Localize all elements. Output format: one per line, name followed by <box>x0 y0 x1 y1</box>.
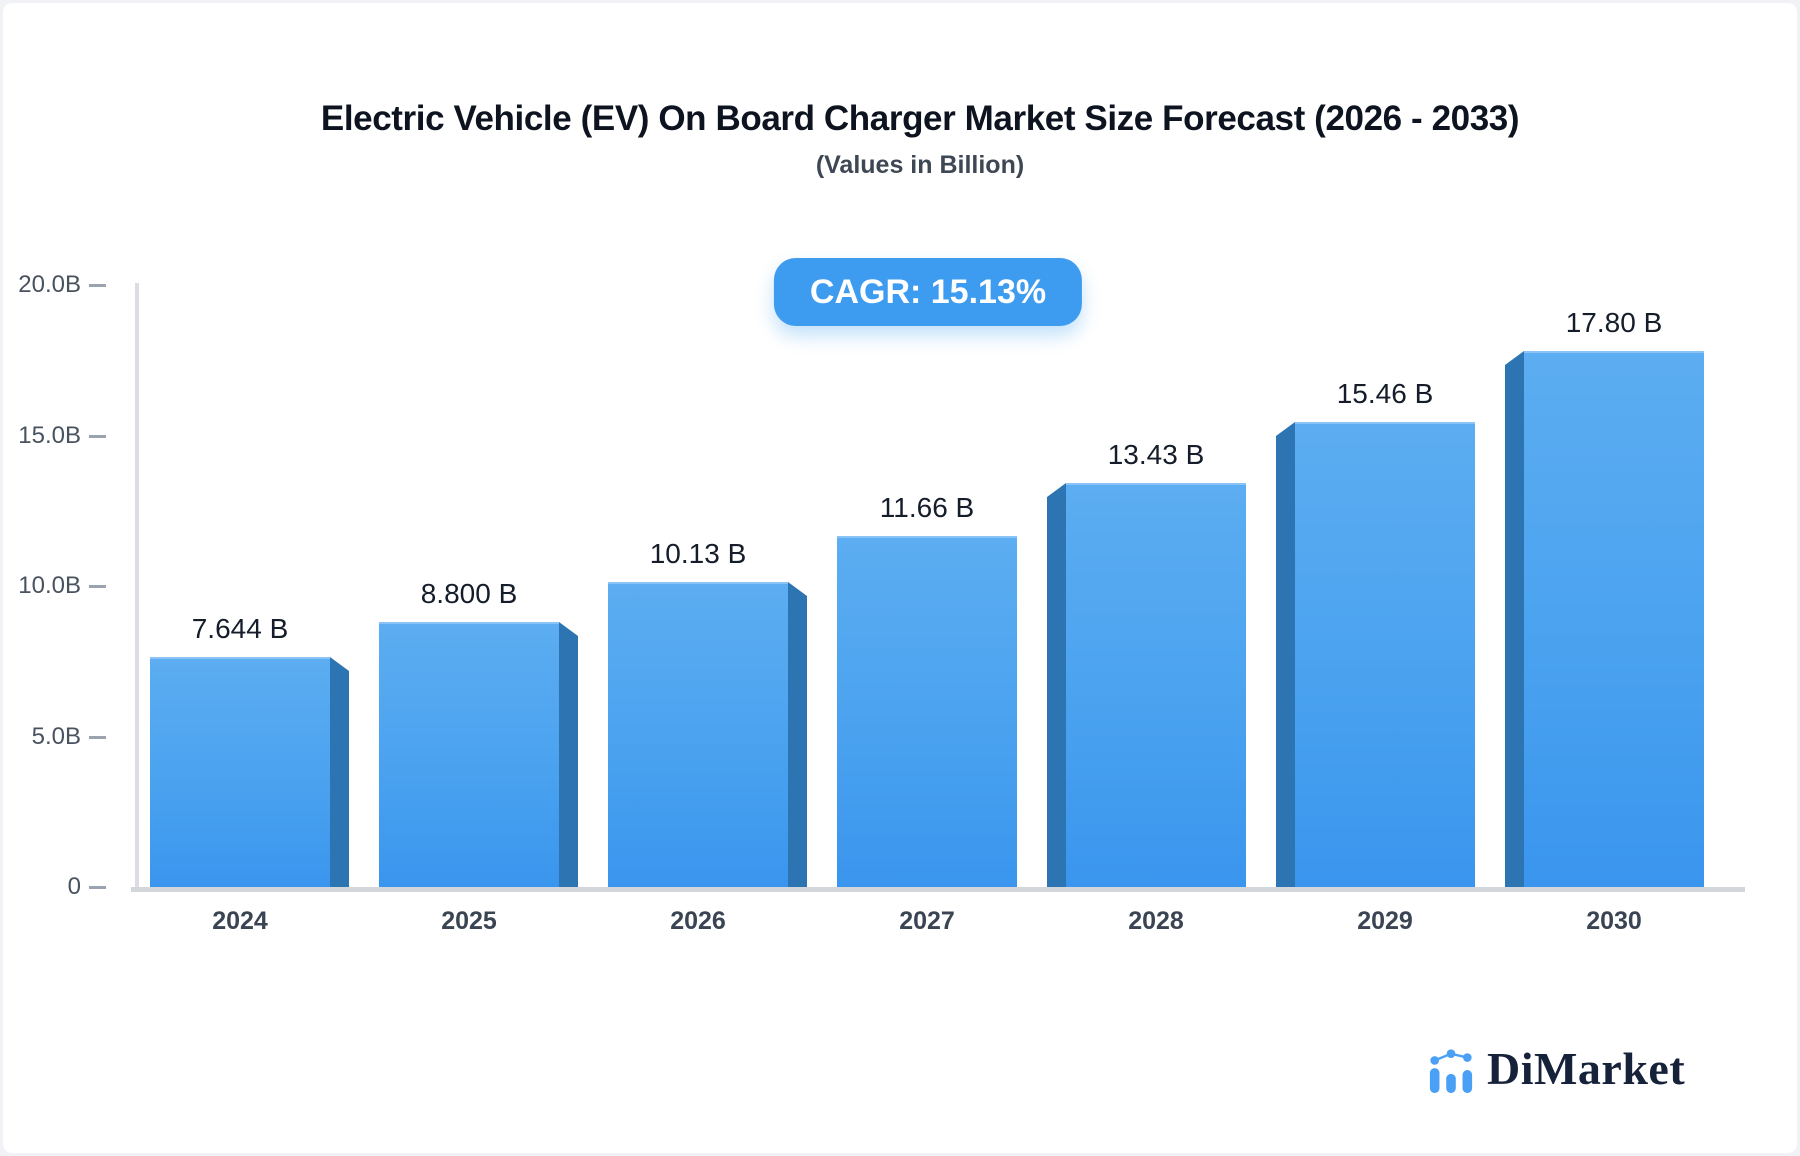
bar-line-chart-icon <box>1429 1049 1473 1094</box>
dimarket-logo: DiMarket <box>1427 1043 1685 1095</box>
bar-2024 <box>150 657 330 887</box>
bar-value-label-2028: 13.43 B <box>1107 439 1205 470</box>
bar-2025 <box>379 622 559 887</box>
y-axis-tick-label: 10.0B <box>18 572 81 599</box>
bar-2027 <box>837 536 1017 887</box>
y-axis-tick-label: 15.0B <box>18 422 81 449</box>
y-axis-tick <box>89 886 106 889</box>
bar-2026 <box>608 582 788 887</box>
bar-side-face-2029 <box>1276 422 1295 887</box>
bar-value-label-2027: 11.66 B <box>879 492 975 523</box>
bar-side-face-2028 <box>1047 483 1066 887</box>
bar-value-label-2025: 8.800 B <box>420 578 518 609</box>
y-axis-tick <box>89 435 106 438</box>
y-axis-tick <box>89 284 106 287</box>
x-axis-label-2025: 2025 <box>441 907 497 935</box>
chart-title: Electric Vehicle (EV) On Board Charger M… <box>320 99 1520 138</box>
chart-subtitle: (Values in Billion) <box>815 151 1025 179</box>
logo-text: DiMarket <box>1487 1043 1686 1094</box>
y-axis-tick-label: 0 <box>67 873 81 900</box>
x-axis-label-2024: 2024 <box>212 907 268 935</box>
y-axis-tick-label: 5.0B <box>31 723 81 750</box>
x-axis-label-2026: 2026 <box>670 907 726 935</box>
x-axis-label-2030: 2030 <box>1586 907 1642 935</box>
bar-2029 <box>1295 422 1475 887</box>
chart-card: Electric Vehicle (EV) On Board Charger M… <box>3 3 1797 1153</box>
y-axis-tick <box>89 736 106 739</box>
y-axis-line <box>135 283 139 889</box>
bar-side-face-2025 <box>559 622 578 887</box>
bar-side-face-2024 <box>330 657 349 887</box>
x-axis-label-2028: 2028 <box>1128 907 1184 935</box>
bar-value-label-2024: 7.644 B <box>191 613 289 644</box>
x-axis-baseline <box>131 887 1745 892</box>
bar-2028 <box>1066 483 1246 887</box>
bar-value-label-2029: 15.46 B <box>1336 378 1434 409</box>
bar-value-label-2026: 10.13 B <box>649 538 747 569</box>
y-axis-tick <box>89 585 106 588</box>
y-axis-tick-label: 20.0B <box>18 271 81 298</box>
bar-2030 <box>1524 351 1704 887</box>
x-axis-label-2029: 2029 <box>1357 907 1413 935</box>
cagr-badge: CAGR: 15.13% <box>773 258 1083 326</box>
bar-side-face-2030 <box>1505 351 1524 887</box>
x-axis-label-2027: 2027 <box>899 907 955 935</box>
bar-value-label-2030: 17.80 B <box>1565 307 1663 338</box>
bar-side-face-2026 <box>788 582 807 887</box>
